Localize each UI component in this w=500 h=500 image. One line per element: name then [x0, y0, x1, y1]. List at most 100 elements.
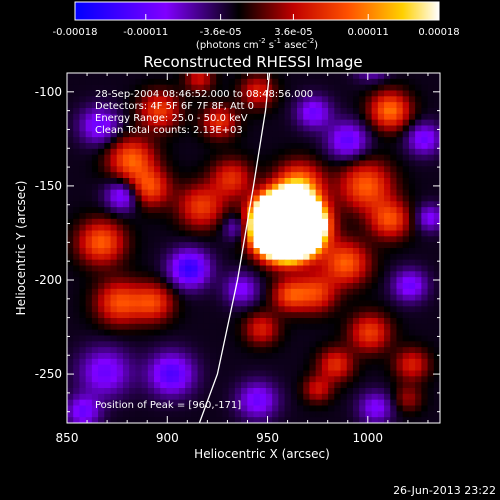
heatmap-cell	[104, 312, 112, 319]
heatmap-cell	[85, 230, 93, 237]
heatmap-cell	[172, 183, 180, 191]
heatmap-cell	[303, 189, 311, 197]
heatmap-cell	[172, 335, 180, 342]
heatmap-cell	[253, 183, 261, 191]
heatmap-cell	[91, 253, 99, 261]
heatmap-cell	[396, 108, 404, 115]
heatmap-cell	[290, 119, 298, 127]
heatmap-cell	[166, 172, 174, 179]
heatmap-cell	[247, 108, 255, 115]
heatmap-cell	[216, 119, 224, 127]
heatmap-cell	[377, 84, 385, 92]
heatmap-cell	[166, 341, 174, 348]
heatmap-cell	[309, 230, 317, 237]
heatmap-cell	[241, 119, 248, 127]
heatmap-cell	[129, 236, 136, 243]
heatmap-cell	[334, 323, 342, 331]
heatmap-cell	[415, 353, 422, 360]
heatmap-cell	[247, 329, 255, 337]
heatmap-cell	[321, 405, 329, 412]
heatmap-cell	[91, 218, 99, 226]
heatmap-cell	[129, 137, 136, 144]
heatmap-cell	[178, 393, 186, 401]
heatmap-cell	[402, 376, 410, 383]
heatmap-cell	[241, 213, 248, 220]
heatmap-cell	[433, 137, 440, 144]
heatmap-cell	[408, 393, 416, 401]
heatmap-cell	[433, 265, 440, 272]
heatmap-cell	[216, 393, 224, 401]
heatmap-cell	[390, 370, 398, 377]
heatmap-cell	[315, 271, 323, 278]
heatmap-cell	[402, 265, 410, 272]
heatmap-cell	[396, 96, 404, 103]
heatmap-cell	[85, 183, 93, 191]
heatmap-cell	[278, 411, 286, 418]
heatmap-cell	[402, 224, 410, 232]
heatmap-cell	[172, 137, 180, 144]
heatmap-cell	[166, 370, 174, 377]
heatmap-cell	[433, 90, 440, 97]
heatmap-cell	[79, 207, 87, 214]
heatmap-cell	[427, 96, 435, 103]
heatmap-cell	[178, 318, 186, 325]
heatmap-cell	[290, 411, 298, 418]
heatmap-cell	[197, 393, 205, 401]
heatmap-cell	[433, 248, 440, 255]
heatmap-cell	[433, 78, 440, 86]
heatmap-cell	[129, 78, 136, 86]
heatmap-cell	[290, 259, 298, 267]
heatmap-cell	[259, 265, 267, 272]
heatmap-cell	[402, 178, 410, 185]
heatmap-cell	[415, 96, 422, 103]
heatmap-cell	[321, 78, 329, 86]
heatmap-cell	[309, 399, 317, 407]
heatmap-cell	[315, 78, 323, 86]
heatmap-cell	[303, 172, 311, 179]
heatmap-cell	[377, 353, 385, 360]
heatmap-cell	[408, 148, 416, 156]
heatmap-cell	[328, 288, 335, 296]
heatmap-cell	[160, 329, 168, 337]
heatmap-cell	[154, 411, 161, 418]
heatmap-cell	[110, 382, 118, 389]
heatmap-cell	[433, 364, 440, 372]
heatmap-cell	[334, 189, 342, 197]
heatmap-cell	[197, 230, 205, 237]
heatmap-cell	[234, 166, 242, 173]
heatmap-cell	[290, 248, 298, 255]
heatmap-cell	[191, 300, 199, 307]
heatmap-cell	[321, 248, 329, 255]
heatmap-cell	[197, 347, 205, 354]
heatmap-cell	[129, 312, 136, 319]
heatmap-cell	[110, 283, 118, 290]
heatmap-cell	[147, 166, 155, 173]
heatmap-cell	[73, 166, 81, 173]
heatmap-cell	[290, 154, 298, 162]
heatmap-cell	[346, 224, 354, 232]
heatmap-cell	[91, 125, 99, 132]
heatmap-cell	[408, 370, 416, 377]
heatmap-cell	[110, 399, 118, 407]
heatmap-cell	[172, 364, 180, 372]
heatmap-cell	[141, 125, 149, 132]
heatmap-cell	[154, 393, 161, 401]
heatmap-cell	[154, 341, 161, 348]
heatmap-cell	[203, 323, 211, 331]
heatmap-cell	[216, 306, 224, 313]
heatmap-cell	[284, 288, 292, 296]
heatmap-cell	[216, 417, 224, 423]
heatmap-cell	[228, 382, 236, 389]
heatmap-cell	[359, 353, 366, 360]
heatmap-cell	[408, 131, 416, 138]
heatmap-cell	[135, 411, 143, 418]
heatmap-cell	[241, 259, 248, 267]
heatmap-cell	[234, 393, 242, 401]
x-tick-label: 900	[156, 431, 179, 445]
heatmap-cell	[178, 253, 186, 261]
heatmap-cell	[222, 335, 230, 342]
heatmap-cell	[309, 358, 317, 366]
heatmap-cell	[185, 341, 192, 348]
heatmap-cell	[91, 73, 99, 80]
heatmap-cell	[129, 189, 136, 197]
